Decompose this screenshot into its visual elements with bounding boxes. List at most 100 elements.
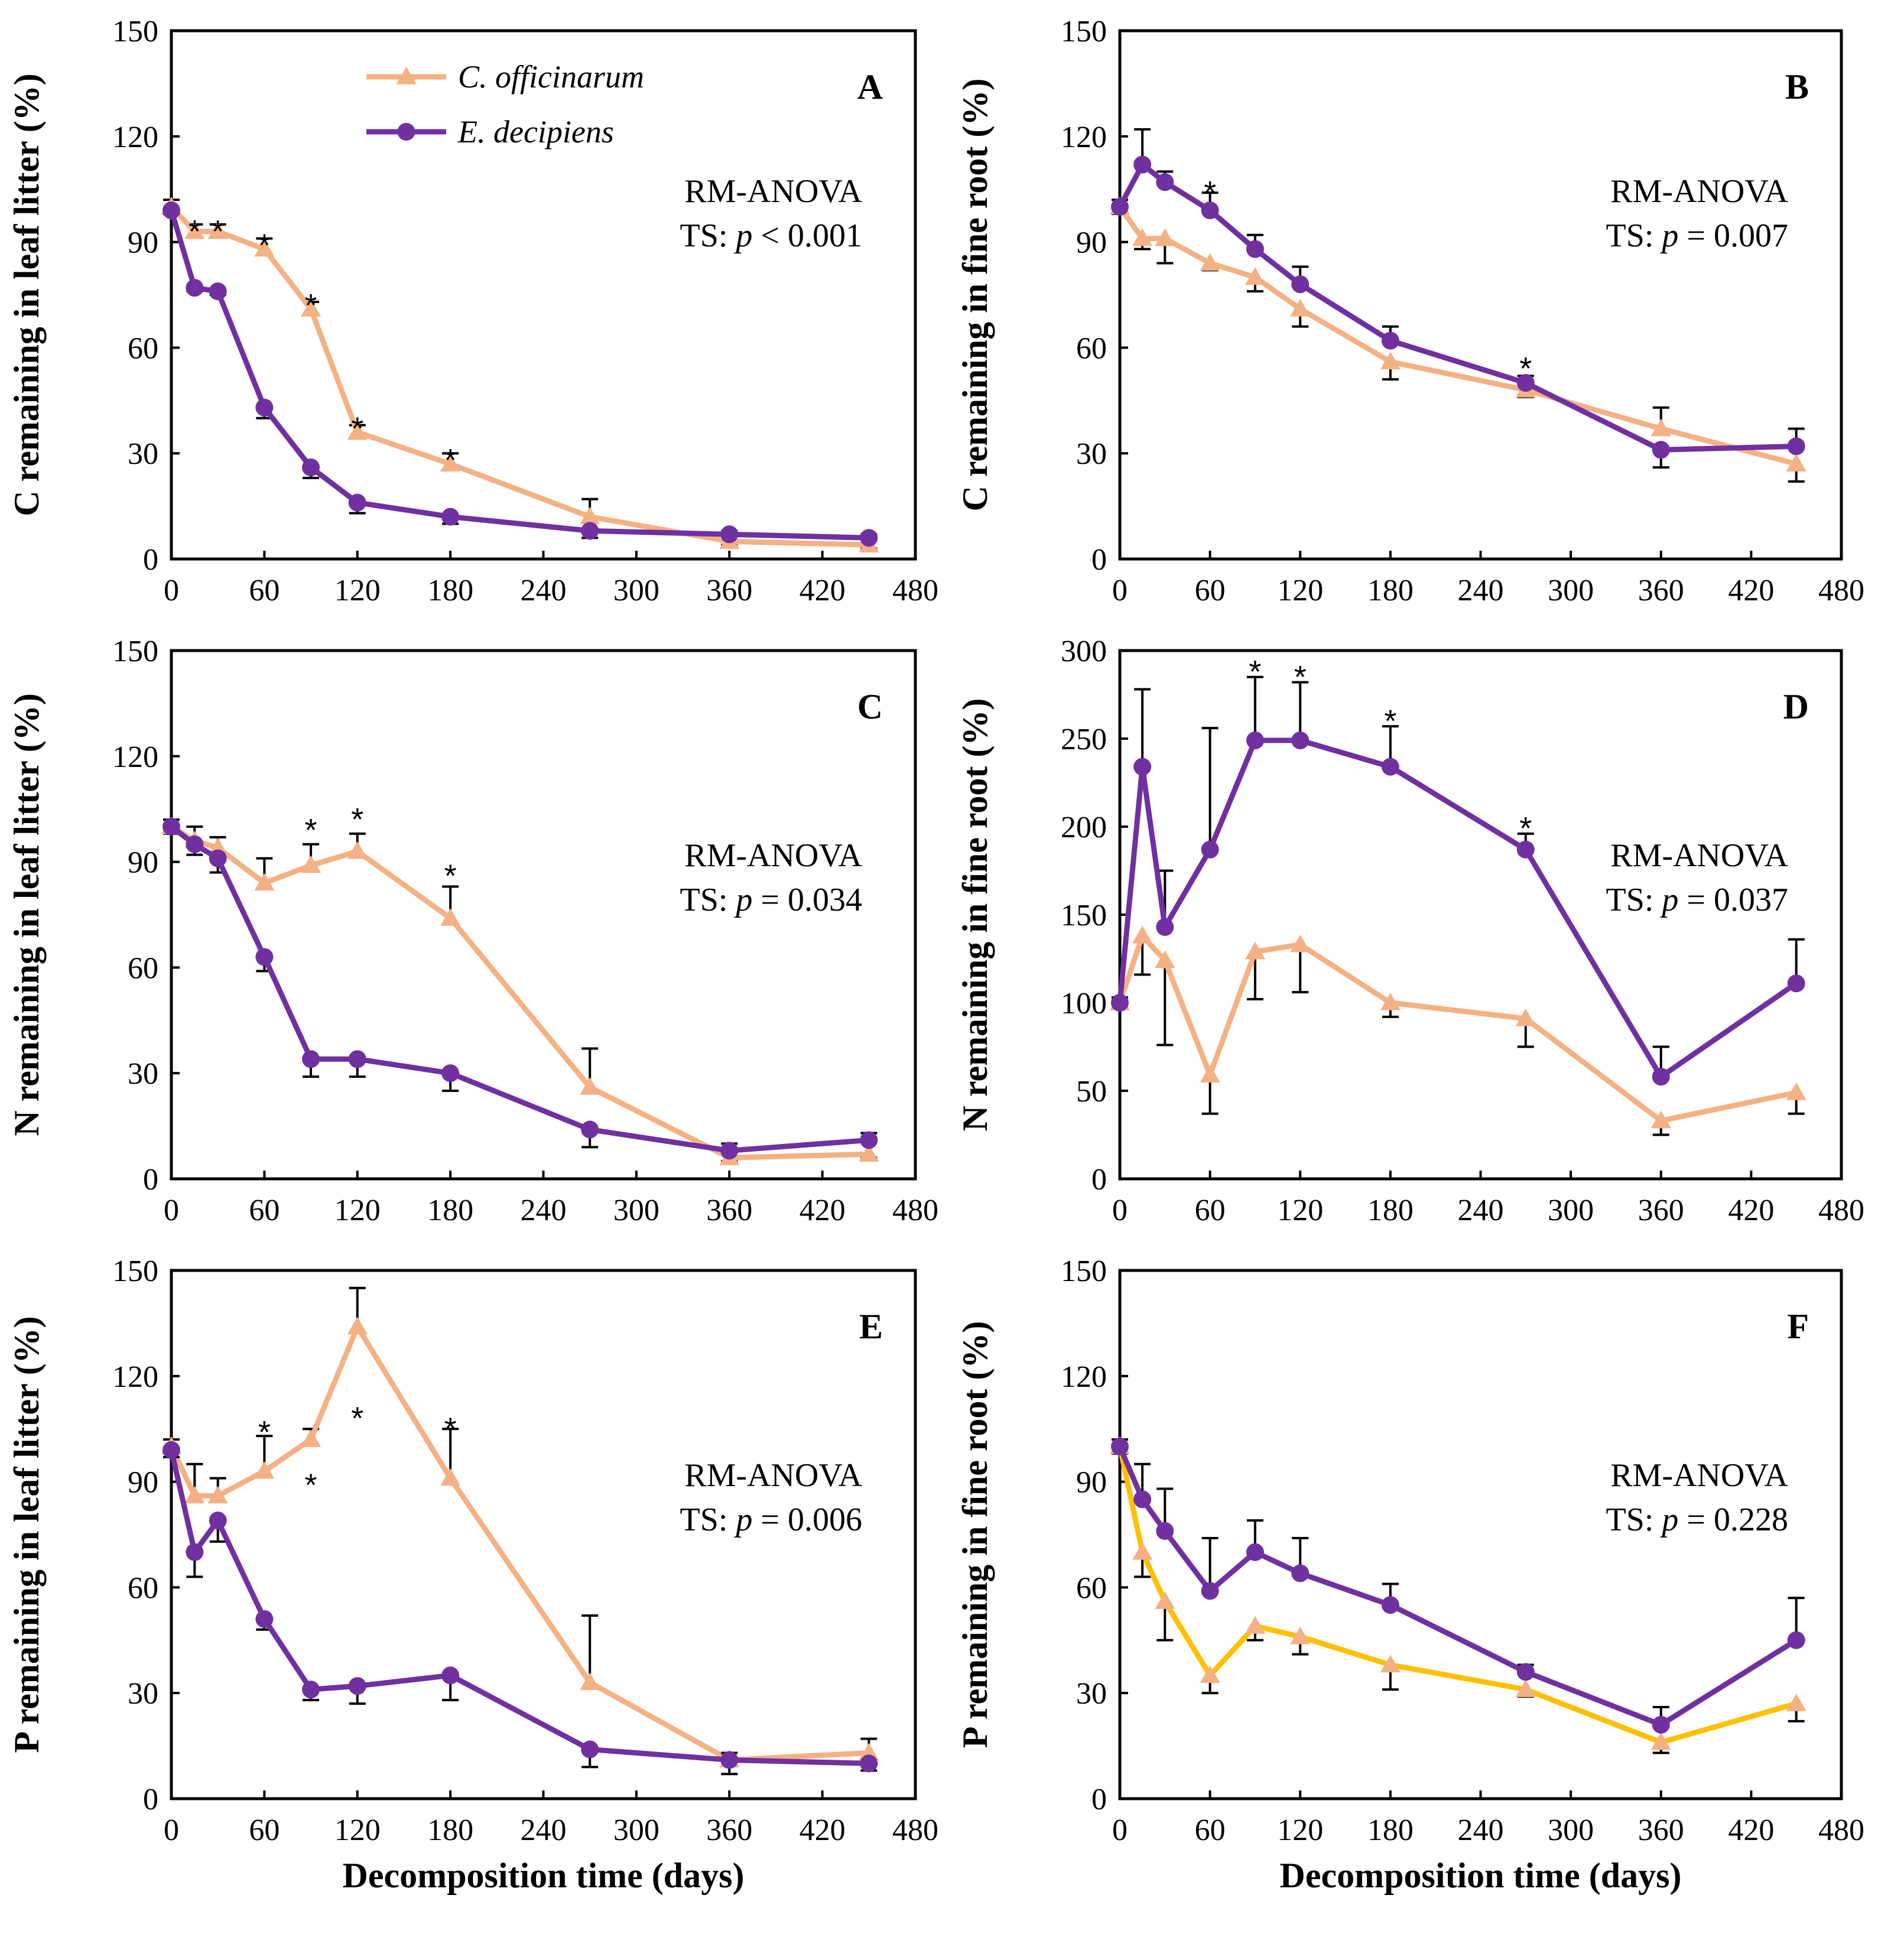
significance-star: * [212, 214, 224, 249]
series-e-decipiens [163, 1441, 878, 1773]
significance-star: * [258, 1415, 271, 1450]
data-point [859, 1144, 879, 1162]
stat-p-value: TS: p = 0.228 [1606, 1501, 1788, 1538]
data-point [163, 201, 180, 219]
series-e-decipiens [1111, 128, 1805, 469]
data-point [184, 221, 205, 239]
stat-p-value: TS: p = 0.006 [680, 1501, 862, 1538]
y-tick-label: 30 [128, 437, 158, 471]
legend-item: C. officinarum [366, 59, 644, 95]
series-line [1117, 161, 1796, 453]
x-tick-label: 420 [800, 1194, 846, 1227]
series-line [1117, 1445, 1798, 1728]
x-tick-label: 0 [164, 574, 179, 607]
stat-ts: TS: [1606, 1501, 1662, 1538]
series-c-officinarum [1110, 925, 1806, 1136]
legend-label: E. decipiens [457, 114, 614, 149]
data-point [581, 1120, 599, 1139]
significance-star: * [1294, 659, 1307, 695]
y-tick-label: 50 [1076, 1075, 1107, 1109]
stat-ts: TS: [680, 882, 736, 918]
stat-p-value: TS: p < 0.001 [680, 217, 862, 254]
data-point [302, 1681, 320, 1699]
x-tick-label: 60 [249, 1194, 280, 1227]
data-point [255, 398, 274, 417]
x-tick-label: 120 [1277, 574, 1323, 607]
data-point [1652, 1715, 1670, 1734]
x-tick-label: 60 [1195, 1194, 1226, 1227]
data-point [207, 221, 228, 239]
significance-star: * [1204, 175, 1216, 210]
x-tick-label: 420 [1728, 1813, 1774, 1847]
data-point [1786, 454, 1806, 472]
stat-val: < 0.001 [752, 217, 862, 254]
x-tick-label: 480 [892, 1813, 938, 1847]
data-point [348, 493, 366, 512]
series-e-decipiens [1111, 1438, 1805, 1734]
data-point [440, 454, 461, 472]
data-point [255, 1610, 274, 1629]
y-tick-label: 100 [1061, 987, 1107, 1020]
stat-test-label: RM-ANOVA [684, 173, 862, 210]
data-point [1290, 1626, 1311, 1644]
data-point [580, 1077, 600, 1095]
stat-test-label: RM-ANOVA [684, 837, 862, 874]
x-tick-label: 480 [1818, 1813, 1864, 1847]
y-tick-label: 0 [143, 543, 158, 577]
data-point [1380, 352, 1401, 369]
data-point [347, 841, 368, 859]
series-e-decipiens [163, 201, 878, 547]
legend-item: E. decipiens [366, 114, 614, 149]
stat-p: p [733, 1501, 752, 1538]
data-point [1786, 1082, 1806, 1100]
stat-p: p [1659, 1501, 1678, 1538]
x-tick-label: 240 [521, 1813, 567, 1847]
data-point [1290, 298, 1311, 317]
y-axis-label: P remaining in leaf litter (%) [7, 1316, 46, 1753]
y-tick-label: 90 [128, 846, 158, 880]
data-point [184, 1486, 205, 1504]
data-point [1200, 1065, 1220, 1083]
stat-p-value: TS: p = 0.007 [1606, 217, 1788, 254]
data-point [1516, 840, 1535, 859]
data-point [441, 508, 460, 526]
data-point [1132, 228, 1153, 246]
data-point [1650, 418, 1671, 437]
data-point [440, 908, 461, 926]
data-point [186, 835, 204, 853]
data-point [1652, 1068, 1670, 1086]
data-point [348, 1050, 366, 1068]
data-point [860, 1754, 878, 1773]
x-tick-label: 180 [427, 1194, 473, 1227]
y-tick-label: 150 [1061, 15, 1107, 48]
y-tick-label: 30 [128, 1677, 158, 1711]
x-tick-label: 420 [1728, 1194, 1774, 1227]
y-tick-label: 150 [112, 1254, 158, 1288]
data-point [301, 855, 321, 873]
stat-test-label: RM-ANOVA [1610, 173, 1788, 210]
y-tick-label: 120 [1061, 1360, 1107, 1394]
x-tick-label: 60 [1195, 1813, 1226, 1847]
y-tick-label: 150 [112, 15, 158, 48]
significance-star: * [444, 859, 457, 894]
data-point [1111, 198, 1129, 216]
stat-ts: TS: [1606, 882, 1662, 918]
panel-letter: A [857, 67, 883, 106]
x-tick-label: 120 [334, 1813, 381, 1847]
data-point [1515, 1679, 1536, 1697]
panel-letter: B [1785, 67, 1809, 106]
x-tick-label: 420 [800, 1813, 846, 1847]
data-point [1650, 1732, 1671, 1750]
data-point [1155, 950, 1175, 968]
panel-f: 0 30 60 90 120 150 0 60 120 180 240 300 360 420 480 P r… [956, 1254, 1864, 1895]
legend: C. officinarum E. decipiens [366, 59, 644, 149]
x-tick-label: 300 [1548, 1194, 1594, 1227]
data-point [1290, 934, 1311, 953]
data-point [302, 1050, 320, 1068]
y-tick-label: 0 [1091, 1783, 1107, 1816]
data-point [163, 818, 180, 836]
series-line [170, 824, 869, 1161]
y-tick-label: 0 [1091, 1163, 1107, 1197]
stat-p-value: TS: p = 0.037 [1606, 882, 1788, 918]
y-tick-label: 60 [128, 951, 158, 985]
